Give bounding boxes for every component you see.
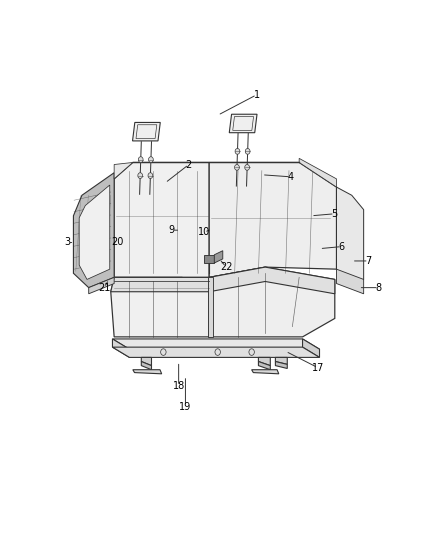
Circle shape	[235, 165, 239, 170]
Polygon shape	[299, 158, 336, 187]
Polygon shape	[113, 347, 320, 358]
Text: 6: 6	[339, 241, 345, 252]
Polygon shape	[114, 163, 133, 179]
Polygon shape	[251, 370, 279, 374]
Text: 1: 1	[254, 90, 260, 100]
Text: 21: 21	[98, 282, 110, 293]
Text: 2: 2	[186, 159, 192, 169]
Polygon shape	[133, 123, 160, 141]
Polygon shape	[111, 277, 209, 337]
Polygon shape	[258, 358, 270, 366]
Polygon shape	[141, 361, 152, 370]
Text: 8: 8	[376, 282, 382, 293]
Text: 3: 3	[64, 238, 71, 247]
Polygon shape	[204, 255, 214, 263]
Polygon shape	[79, 185, 110, 279]
Polygon shape	[258, 361, 270, 370]
Polygon shape	[113, 339, 320, 349]
Polygon shape	[133, 370, 162, 374]
Polygon shape	[209, 267, 335, 294]
Circle shape	[138, 173, 143, 179]
Text: 4: 4	[288, 172, 294, 182]
Polygon shape	[214, 251, 223, 263]
Text: 18: 18	[173, 381, 185, 391]
Polygon shape	[114, 163, 209, 277]
Polygon shape	[276, 358, 287, 365]
Polygon shape	[74, 173, 114, 288]
Polygon shape	[209, 267, 335, 337]
Polygon shape	[229, 114, 257, 133]
Circle shape	[148, 157, 153, 163]
Circle shape	[245, 165, 250, 170]
Polygon shape	[336, 269, 364, 294]
Circle shape	[235, 149, 240, 154]
Circle shape	[148, 173, 153, 179]
Circle shape	[138, 157, 143, 163]
Text: 19: 19	[179, 402, 191, 411]
Polygon shape	[336, 187, 364, 286]
Text: 10: 10	[198, 227, 210, 237]
Text: 5: 5	[332, 209, 338, 219]
Polygon shape	[209, 163, 336, 277]
Text: 22: 22	[220, 262, 233, 272]
Text: 20: 20	[111, 238, 124, 247]
Text: 9: 9	[169, 225, 175, 235]
Polygon shape	[208, 277, 212, 337]
Text: 7: 7	[366, 256, 372, 266]
Polygon shape	[303, 339, 320, 358]
Polygon shape	[88, 277, 114, 294]
Circle shape	[245, 149, 250, 154]
Polygon shape	[276, 361, 287, 368]
Polygon shape	[141, 358, 152, 366]
Polygon shape	[111, 277, 209, 292]
Text: 17: 17	[311, 362, 324, 373]
Polygon shape	[113, 339, 130, 358]
